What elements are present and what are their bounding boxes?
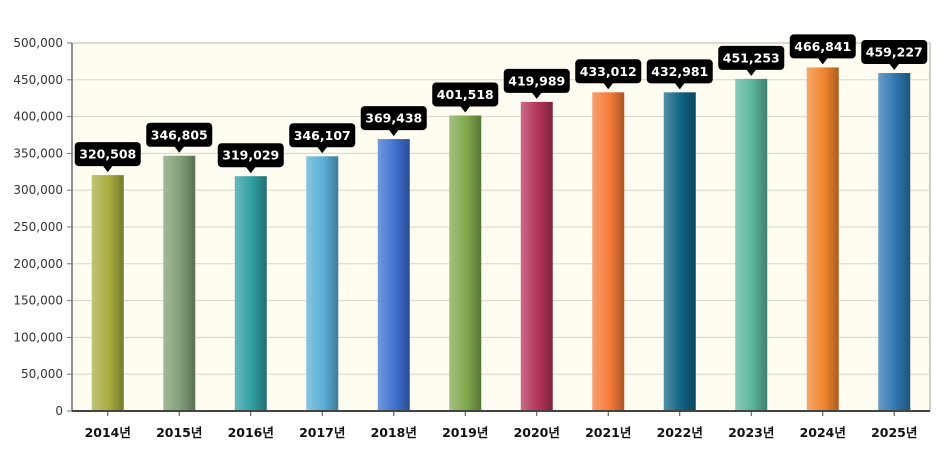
- data-label: 459,227: [861, 40, 928, 71]
- bar: [449, 115, 482, 411]
- data-label-pointer: [388, 129, 399, 137]
- x-tick-label: 2014년: [85, 425, 131, 440]
- data-label-box: [74, 142, 141, 167]
- bar: [377, 139, 410, 411]
- data-label: 419,989: [503, 68, 570, 99]
- bar: [735, 78, 768, 411]
- data-label: 319,029: [217, 143, 284, 174]
- data-label-text: 346,805: [151, 127, 208, 142]
- data-label-box: [289, 123, 356, 148]
- y-tick-label: 400,000: [13, 110, 63, 124]
- y-tick-label: 500,000: [13, 36, 63, 50]
- x-tick-label: 2021년: [585, 425, 631, 440]
- y-tick-label: 350,000: [13, 146, 63, 160]
- data-label: 432,981: [646, 59, 713, 90]
- data-label-pointer: [603, 82, 614, 90]
- y-tick-label: 200,000: [13, 257, 63, 271]
- data-label-text: 369,438: [365, 111, 422, 126]
- y-tick-label: 100,000: [13, 330, 63, 344]
- x-tick-label: 2019년: [442, 425, 488, 440]
- data-label-box: [432, 82, 499, 107]
- data-label-text: 346,107: [294, 128, 351, 143]
- x-tick-label: 2025년: [871, 425, 917, 440]
- data-label-pointer: [317, 146, 328, 154]
- data-label-pointer: [174, 146, 185, 153]
- data-label-pointer: [817, 57, 828, 65]
- data-label: 401,518: [432, 82, 499, 113]
- bar: [306, 156, 339, 411]
- data-label-text: 320,508: [79, 147, 136, 162]
- data-label-box: [861, 40, 928, 65]
- y-tick-label: 0: [55, 404, 63, 418]
- x-tick-label: 2024년: [800, 425, 846, 440]
- data-label-pointer: [460, 105, 471, 113]
- bar: [234, 176, 267, 411]
- data-label-text: 319,029: [222, 148, 279, 163]
- y-tick-label: 150,000: [13, 294, 63, 308]
- data-label-pointer: [889, 63, 900, 71]
- y-tick-label: 300,000: [13, 183, 63, 197]
- data-label-pointer: [746, 69, 757, 76]
- data-label-text: 459,227: [866, 45, 923, 60]
- data-label-text: 433,012: [580, 64, 637, 79]
- bar: [520, 101, 553, 412]
- data-label-box: [718, 45, 785, 70]
- x-tick-label: 2022년: [657, 425, 703, 440]
- x-tick-label: 2018년: [371, 425, 417, 440]
- y-tick-label: 50,000: [21, 367, 63, 381]
- x-tick-label: 2017년: [299, 425, 345, 440]
- x-tick-label: 2016년: [228, 425, 274, 440]
- x-tick-label: 2020년: [514, 425, 560, 440]
- data-label: 451,253: [718, 45, 785, 76]
- data-label-pointer: [102, 165, 113, 173]
- data-label-pointer: [674, 82, 685, 90]
- y-tick-label: 450,000: [13, 73, 63, 87]
- data-label-text: 451,253: [723, 50, 780, 65]
- data-label-box: [360, 106, 427, 131]
- bar: [878, 73, 911, 412]
- bar: [592, 92, 625, 412]
- bar: [163, 155, 196, 411]
- data-label-box: [503, 68, 570, 93]
- data-label-text: 466,841: [794, 39, 851, 54]
- data-label-box: [575, 59, 642, 84]
- data-label: 320,508: [74, 142, 141, 173]
- bar: [806, 67, 839, 411]
- x-tick-label: 2015년: [156, 425, 202, 440]
- data-label: 433,012: [575, 59, 642, 90]
- data-label-box: [217, 143, 284, 168]
- bar: [663, 92, 696, 411]
- data-label-text: 432,981: [651, 64, 708, 79]
- x-tick-label: 2023년: [728, 425, 774, 440]
- data-label: 346,805: [146, 122, 213, 153]
- data-label-pointer: [531, 92, 542, 99]
- data-label-box: [789, 34, 856, 59]
- data-label-text: 401,518: [437, 87, 494, 102]
- data-label-pointer: [245, 166, 256, 174]
- data-label-box: [146, 122, 213, 147]
- data-label-text: 419,989: [508, 73, 565, 88]
- data-label: 346,107: [289, 123, 356, 154]
- bar: [91, 175, 124, 411]
- data-label: 466,841: [789, 34, 856, 65]
- y-tick-label: 250,000: [13, 220, 63, 234]
- data-label: 369,438: [360, 106, 427, 137]
- data-label-box: [646, 59, 713, 84]
